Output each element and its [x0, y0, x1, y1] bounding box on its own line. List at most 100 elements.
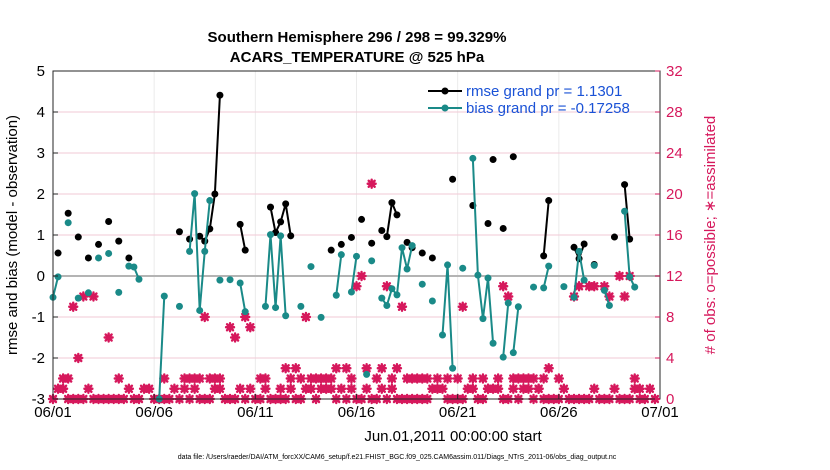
- data-point: [54, 273, 62, 281]
- obs-count-marker: [78, 291, 89, 302]
- obs-count-marker: [503, 291, 514, 302]
- obs-count-marker: [179, 383, 190, 394]
- obs-count-marker: [275, 383, 286, 394]
- obs-count-marker: [159, 373, 170, 384]
- obs-count-asterisk: [528, 373, 539, 384]
- data-point: [393, 211, 401, 219]
- y-tick-label: -1: [32, 309, 45, 326]
- obs-count-marker: [280, 363, 291, 374]
- obs-count-marker: [614, 270, 625, 282]
- obs-count-asterisk: [240, 311, 251, 323]
- obs-count-marker: [376, 363, 387, 374]
- data-point: [545, 197, 553, 205]
- obs-count-asterisk: [143, 383, 155, 394]
- legend-marker-bias: [441, 104, 449, 112]
- data-point: [236, 279, 244, 287]
- data-point: [277, 232, 285, 240]
- obs-count-marker: [214, 373, 226, 384]
- data-point: [337, 240, 345, 248]
- data-point: [449, 175, 457, 183]
- obs-count-asterisk: [123, 383, 135, 394]
- data-point: [368, 239, 376, 247]
- obs-count-asterisk: [366, 178, 377, 189]
- obs-count-asterisk: [589, 281, 600, 292]
- chart-title: Southern Hemisphere 296 / 298 = 99.329%: [208, 29, 507, 46]
- obs-count-asterisk: [634, 383, 645, 394]
- obs-count-asterisk: [62, 373, 74, 384]
- data-point: [327, 246, 335, 254]
- data-point: [125, 254, 133, 262]
- obs-count-asterisk: [422, 373, 433, 384]
- data-point: [267, 203, 275, 211]
- obs-count-asterisk: [194, 373, 205, 384]
- data-point: [575, 247, 583, 255]
- data-point: [540, 252, 548, 260]
- obs-count-marker: [245, 383, 256, 394]
- obs-count-marker: [589, 281, 600, 292]
- obs-count-asterisk: [290, 363, 301, 374]
- obs-count-marker: [589, 383, 600, 394]
- x-tick-label: 06/11: [237, 404, 273, 421]
- obs-count-marker: [492, 383, 504, 394]
- data-point: [621, 207, 629, 215]
- obs-count-marker: [103, 332, 114, 343]
- data-point: [74, 294, 82, 302]
- x-tick-label: 06/06: [135, 404, 173, 421]
- data-point: [600, 286, 608, 294]
- obs-count-marker: [234, 383, 246, 394]
- series-line: [512, 306, 520, 353]
- obs-count-marker: [351, 281, 362, 292]
- data-point: [590, 261, 598, 269]
- data-point: [353, 252, 360, 260]
- data-point: [347, 233, 355, 241]
- data-point: [363, 370, 371, 378]
- obs-count-asterisk: [619, 291, 630, 302]
- obs-count-asterisk: [391, 363, 403, 374]
- obs-count-asterisk: [113, 373, 124, 384]
- series-line: [158, 296, 166, 400]
- data-point: [489, 339, 497, 347]
- data-point: [272, 304, 280, 312]
- obs-count-marker: [300, 311, 312, 323]
- obs-count-marker: [634, 383, 645, 394]
- obs-count-asterisk: [589, 383, 600, 394]
- obs-count-marker: [553, 373, 565, 384]
- obs-count-asterisk: [482, 383, 494, 394]
- obs-count-asterisk: [336, 383, 347, 394]
- data-point: [580, 276, 588, 284]
- obs-count-marker: [492, 373, 504, 384]
- data-point: [626, 235, 634, 243]
- obs-count-marker: [194, 373, 205, 384]
- obs-count-marker: [604, 291, 615, 302]
- obs-count-marker: [305, 383, 317, 394]
- obs-count-marker: [558, 383, 570, 394]
- data-point: [175, 228, 183, 236]
- data-point: [160, 292, 168, 300]
- obs-count-marker: [371, 373, 382, 384]
- data-point: [438, 331, 446, 339]
- obs-count-asterisk: [260, 383, 271, 394]
- obs-count-asterisk: [533, 383, 544, 394]
- obs-count-marker: [396, 301, 408, 312]
- obs-count-asterisk: [386, 383, 398, 394]
- obs-count-asterisk: [376, 363, 387, 374]
- y-right-tick-label: 12: [666, 268, 683, 285]
- data-point: [560, 283, 568, 291]
- obs-count-marker: [533, 383, 544, 394]
- rmse-series: [54, 91, 634, 269]
- obs-count-asterisk: [189, 383, 200, 394]
- data-point: [459, 264, 467, 272]
- obs-count-marker: [68, 301, 79, 312]
- obs-count-asterisk: [83, 383, 94, 394]
- data-point: [580, 240, 588, 248]
- series-line: [502, 302, 510, 358]
- series-line: [350, 256, 358, 293]
- obs-count-asterisk: [609, 383, 620, 394]
- data-point: [403, 238, 411, 246]
- obs-count-marker: [245, 322, 256, 333]
- data-point: [64, 219, 72, 227]
- obs-count-marker: [437, 383, 448, 394]
- data-point: [631, 283, 639, 291]
- obs-count-asterisk: [88, 291, 99, 302]
- data-point: [337, 251, 345, 259]
